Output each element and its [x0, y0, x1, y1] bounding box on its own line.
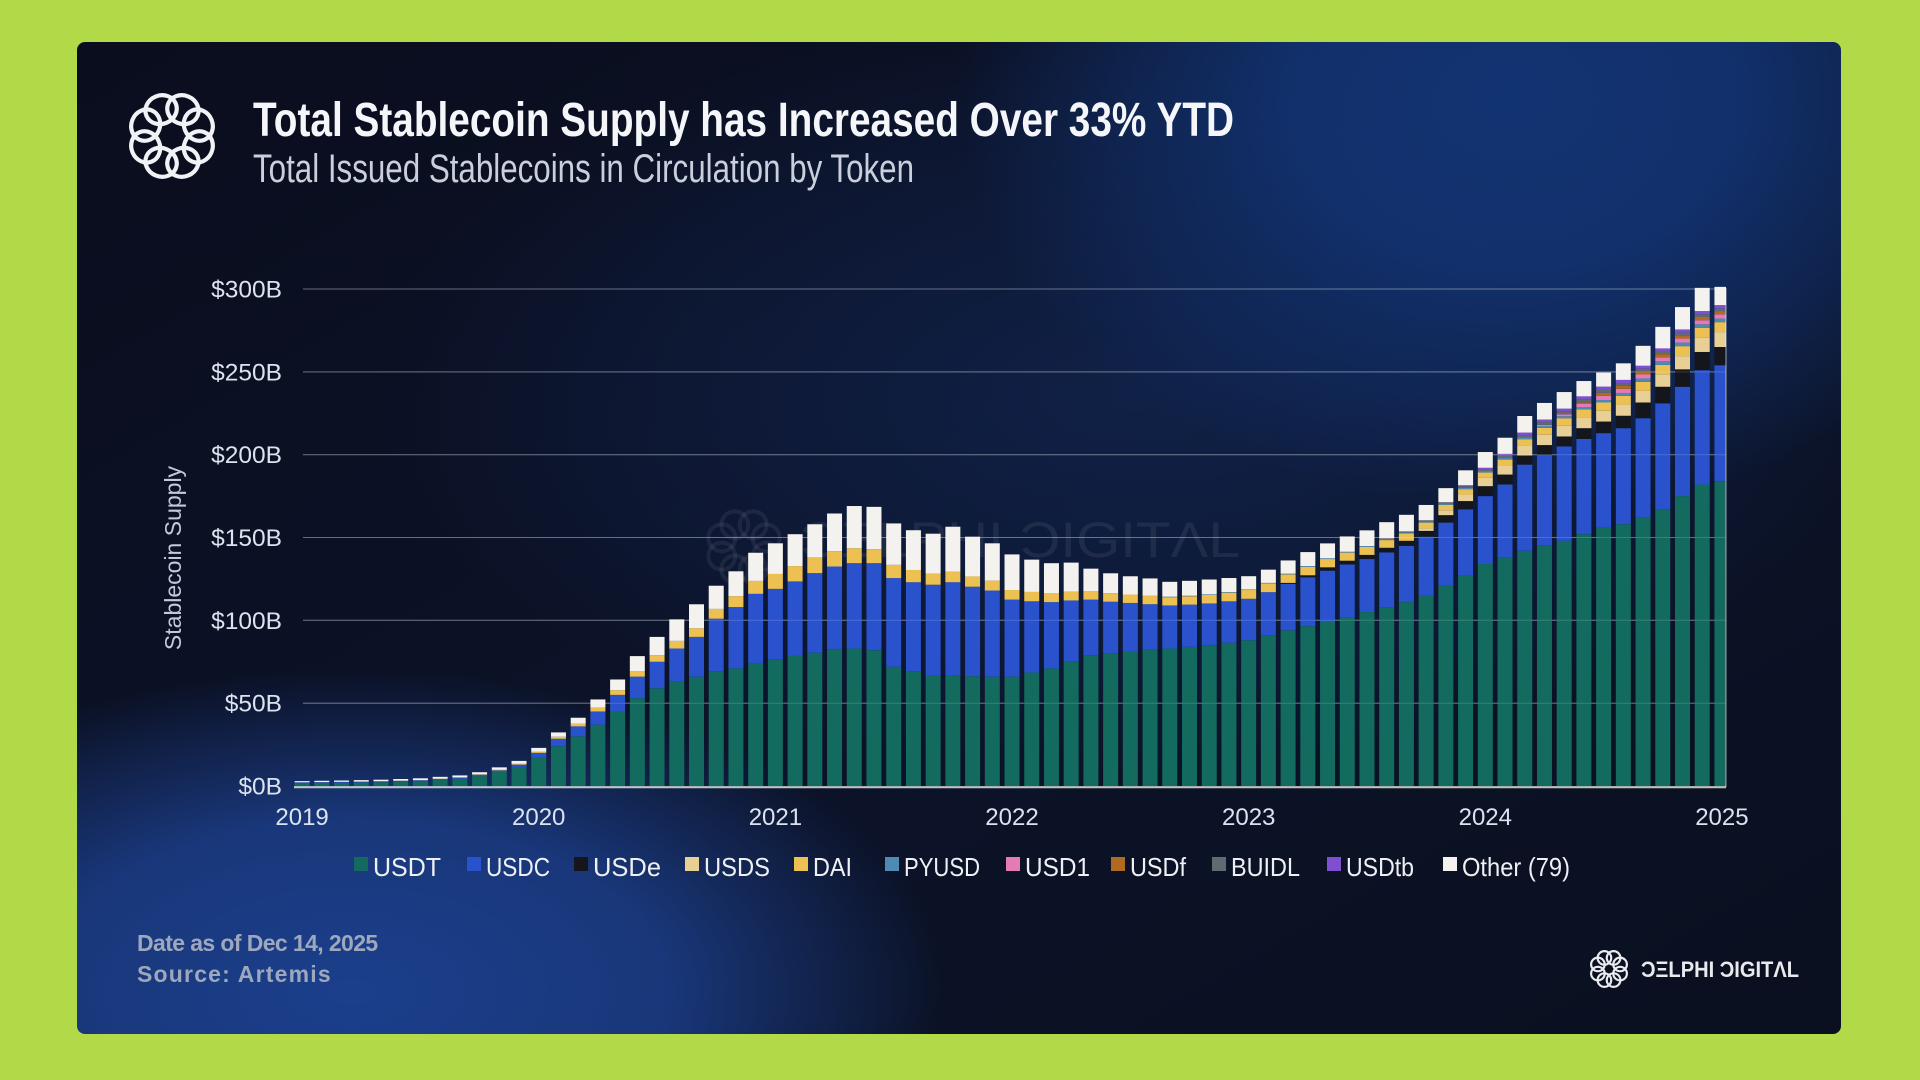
svg-text:2020: 2020: [512, 804, 565, 831]
svg-text:2024: 2024: [1459, 804, 1512, 831]
svg-text:$300B: $300B: [211, 277, 282, 304]
svg-text:2019: 2019: [275, 804, 328, 831]
svg-text:Total Stablecoin Supply has In: Total Stablecoin Supply has Increased Ov…: [253, 94, 1234, 147]
svg-text:$50B: $50B: [225, 691, 282, 718]
svg-text:2023: 2023: [1222, 804, 1275, 831]
svg-text:USDe: USDe: [593, 852, 661, 882]
svg-text:2022: 2022: [985, 804, 1038, 831]
svg-text:$150B: $150B: [211, 525, 282, 552]
svg-text:USD1: USD1: [1025, 852, 1090, 882]
svg-text:PYUSD: PYUSD: [904, 852, 980, 882]
svg-text:USDT: USDT: [373, 852, 441, 882]
svg-text:USDtb: USDtb: [1346, 852, 1414, 882]
svg-text:$100B: $100B: [211, 608, 282, 635]
svg-text:ƆΞLPHI ƆIGITΛL: ƆΞLPHI ƆIGITΛL: [1641, 957, 1799, 982]
svg-text:Total Issued Stablecoins in Ci: Total Issued Stablecoins in Circulation …: [253, 147, 914, 191]
svg-text:USDf: USDf: [1130, 852, 1187, 882]
svg-text:$200B: $200B: [211, 442, 282, 469]
svg-text:$0B: $0B: [238, 774, 282, 801]
svg-text:Source: Artemis: Source: Artemis: [137, 961, 332, 987]
svg-text:ƆΞLPHI ƆIGITΛL: ƆΞLPHI ƆIGITΛL: [800, 512, 1240, 568]
svg-text:BUIDL: BUIDL: [1231, 852, 1300, 882]
svg-text:Other (79): Other (79): [1462, 852, 1570, 882]
svg-text:DAI: DAI: [813, 852, 852, 882]
svg-text:Stablecoin Supply: Stablecoin Supply: [160, 465, 186, 650]
svg-text:2021: 2021: [749, 804, 802, 831]
svg-text:USDS: USDS: [704, 852, 770, 882]
svg-text:2025: 2025: [1695, 804, 1748, 831]
svg-text:USDC: USDC: [486, 852, 550, 882]
svg-text:Date as of Dec 14, 2025: Date as of Dec 14, 2025: [137, 930, 378, 956]
svg-text:$250B: $250B: [211, 359, 282, 386]
